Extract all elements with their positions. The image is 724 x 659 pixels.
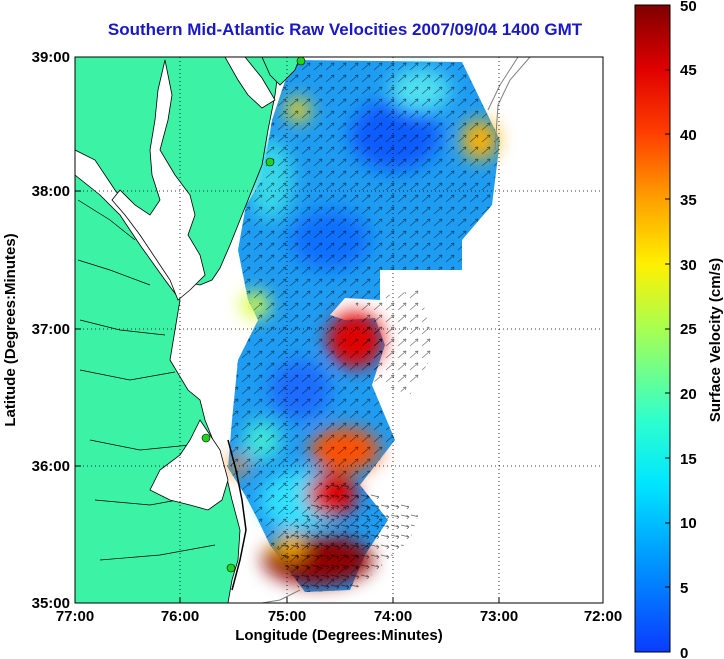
colorbar-tick-label: 35 bbox=[680, 192, 697, 209]
new-jersey-cape bbox=[261, 57, 301, 86]
colorbar: 0 5 10 15 20 25 30 35 40 45 50 Surface V… bbox=[634, 0, 724, 659]
radar-station bbox=[265, 157, 275, 167]
albemarle-sound bbox=[149, 419, 229, 511]
y-tick-labels: 39:00 38:00 37:00 36:00 35:00 bbox=[32, 49, 70, 612]
grid-lines bbox=[75, 57, 603, 603]
contour-north-2 bbox=[487, 57, 519, 111]
x-axis-label: Longitude (Degrees:Minutes) bbox=[235, 627, 443, 644]
colorbar-tick-label: 0 bbox=[680, 645, 688, 659]
y-tick-label: 37:00 bbox=[32, 321, 70, 338]
y-tick-label: 36:00 bbox=[32, 458, 70, 475]
map-axes-frame bbox=[74, 56, 604, 604]
colorbar-tick-label: 25 bbox=[680, 321, 697, 338]
chesapeake-bay bbox=[111, 59, 206, 301]
x-tick-label: 77:00 bbox=[56, 608, 94, 625]
x-tick-label: 74:00 bbox=[374, 608, 412, 625]
x-tick-label: 75:00 bbox=[268, 608, 306, 625]
colorbar-tick-label: 45 bbox=[680, 62, 697, 79]
delaware-bay bbox=[224, 57, 276, 109]
x-tick-labels: 77:00 76:00 75:00 74:00 73:00 72:00 bbox=[56, 608, 622, 625]
colorbar-tick-label: 40 bbox=[680, 127, 697, 144]
radar-stations bbox=[201, 57, 306, 573]
colorbar-gradient bbox=[634, 4, 671, 653]
colorbar-tick-label: 20 bbox=[680, 386, 697, 403]
contour-north bbox=[494, 57, 531, 151]
y-axis-label: Latitude (Degrees:Minutes) bbox=[2, 233, 19, 426]
colorbar-tick-label: 5 bbox=[680, 580, 688, 597]
rivers bbox=[77, 199, 216, 561]
x-tick-label: 76:00 bbox=[161, 608, 199, 625]
x-tick-label: 72:00 bbox=[584, 608, 622, 625]
y-tick-label: 38:00 bbox=[32, 183, 70, 200]
colorbar-tick-label: 15 bbox=[680, 451, 697, 468]
colorbar-tick-label: 10 bbox=[680, 515, 697, 532]
bathymetry-contours bbox=[261, 57, 531, 603]
x-tick-label: 73:00 bbox=[480, 608, 518, 625]
delmarva-peninsula bbox=[75, 57, 281, 286]
outer-banks bbox=[227, 439, 247, 591]
velocity-vectors-mid bbox=[355, 290, 435, 395]
colorbar-tick-label: 50 bbox=[680, 0, 697, 15]
tick-marks bbox=[75, 190, 500, 603]
land bbox=[75, 57, 301, 603]
colorbar-tick-label: 30 bbox=[680, 257, 697, 274]
colorbar-label: Surface Velocity (cm/s) bbox=[707, 258, 724, 422]
velocity-field bbox=[228, 60, 500, 592]
radar-station bbox=[226, 563, 236, 573]
contour-south bbox=[261, 589, 301, 603]
velocity-vectors-south bbox=[275, 480, 420, 590]
colorbar-ticks bbox=[665, 4, 670, 588]
y-tick-label: 39:00 bbox=[32, 49, 70, 66]
y-tick-label: 35:00 bbox=[32, 595, 70, 612]
map-title: Southern Mid-Atlantic Raw Velocities 200… bbox=[107, 20, 583, 39]
radar-station bbox=[201, 433, 211, 443]
map-plot-area bbox=[75, 57, 603, 603]
radar-station bbox=[296, 57, 306, 66]
